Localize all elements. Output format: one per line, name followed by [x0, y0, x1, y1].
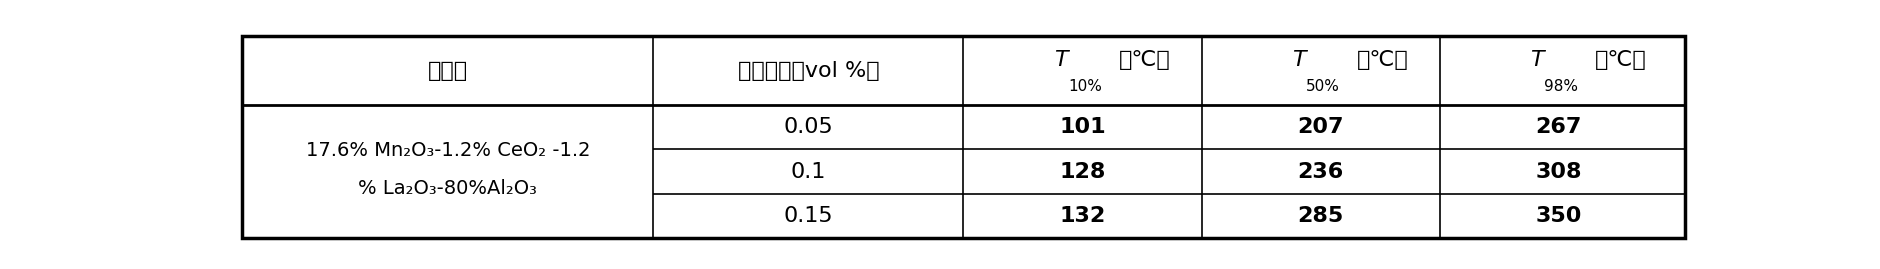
Text: % La₂O₃-80%Al₂O₃: % La₂O₃-80%Al₂O₃ [359, 179, 538, 198]
Text: 308: 308 [1536, 162, 1581, 182]
Text: 10%: 10% [1068, 79, 1102, 94]
Text: 0.05: 0.05 [784, 117, 833, 137]
Text: 267: 267 [1536, 117, 1581, 137]
Text: 17.6% Mn₂O₃-1.2% CeO₂ -1.2: 17.6% Mn₂O₃-1.2% CeO₂ -1.2 [306, 141, 590, 160]
Text: 236: 236 [1297, 162, 1344, 182]
Text: 50%: 50% [1307, 79, 1340, 94]
Text: 350: 350 [1536, 206, 1581, 226]
Text: 207: 207 [1297, 117, 1344, 137]
Text: T: T [1530, 51, 1543, 70]
Text: 128: 128 [1058, 162, 1105, 182]
Text: T: T [1055, 51, 1068, 70]
Text: 132: 132 [1058, 206, 1105, 226]
Text: （℃）: （℃） [1594, 51, 1647, 70]
Text: （℃）: （℃） [1119, 51, 1171, 70]
Text: 偶化剂: 偶化剂 [429, 61, 468, 81]
Text: （℃）: （℃） [1357, 51, 1408, 70]
Text: T: T [1292, 51, 1307, 70]
Text: 101: 101 [1058, 117, 1105, 137]
Text: 0.1: 0.1 [791, 162, 825, 182]
Text: 98%: 98% [1543, 79, 1577, 94]
Text: 285: 285 [1297, 206, 1344, 226]
Text: 0.15: 0.15 [784, 206, 833, 226]
Text: 氯苯浓度（vol %）: 氯苯浓度（vol %） [737, 61, 880, 81]
